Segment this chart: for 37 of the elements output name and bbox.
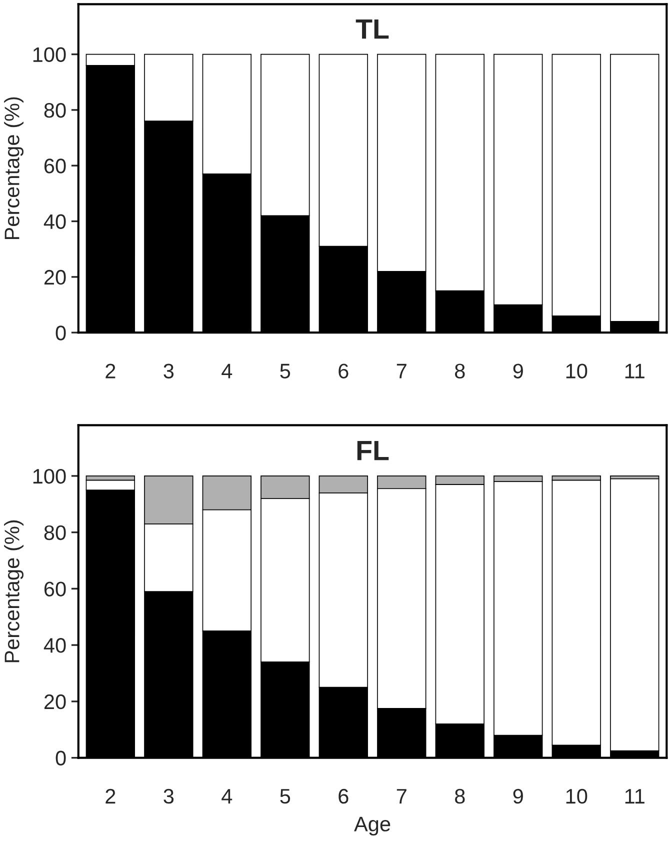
x-axis-title: Age — [354, 816, 390, 836]
chart-title: FL — [357, 441, 389, 460]
x-tick-label: 7 — [396, 364, 406, 378]
x-tick-label: 5 — [280, 364, 290, 378]
x-tick-label: 4 — [222, 364, 232, 378]
x-tick-label: 10 — [566, 364, 588, 378]
x-tick-label: 8 — [455, 788, 465, 804]
chart-title: TL — [356, 19, 389, 39]
y-axis-title: Percentage (%) — [4, 520, 24, 662]
x-tick-label: 3 — [164, 788, 174, 804]
y-tick-label: 100 — [33, 47, 66, 62]
x-tick-label: 2 — [106, 788, 116, 804]
y-tick-label: 20 — [44, 694, 66, 710]
x-tick-label: 6 — [338, 788, 348, 804]
y-tick-label: 20 — [44, 270, 66, 285]
x-tick-label: 8 — [455, 364, 465, 378]
y-tick-label: 40 — [44, 214, 66, 230]
x-tick-label: 9 — [513, 364, 523, 378]
y-tick-label: 40 — [44, 638, 66, 653]
x-tick-label: 4 — [222, 789, 232, 804]
x-tick-label: 6 — [338, 364, 348, 378]
y-tick-label: 60 — [44, 158, 66, 174]
y-axis-title: Percentage (%) — [4, 97, 24, 240]
y-tick-label: 0 — [56, 326, 66, 340]
y-tick-label: 100 — [33, 468, 66, 484]
x-tick-label: 3 — [164, 364, 174, 378]
y-tick-label: 0 — [56, 750, 66, 766]
x-tick-label: 11 — [625, 789, 644, 804]
y-tick-label: 80 — [44, 525, 66, 540]
x-tick-label: 5 — [280, 789, 290, 804]
x-tick-label: 2 — [106, 364, 116, 378]
x-tick-label: 11 — [625, 364, 644, 378]
y-tick-label: 80 — [44, 102, 66, 118]
x-tick-label: 7 — [396, 789, 406, 804]
x-tick-label: 9 — [513, 788, 523, 804]
y-tick-label: 60 — [44, 582, 66, 596]
x-tick-label: 10 — [566, 788, 588, 804]
